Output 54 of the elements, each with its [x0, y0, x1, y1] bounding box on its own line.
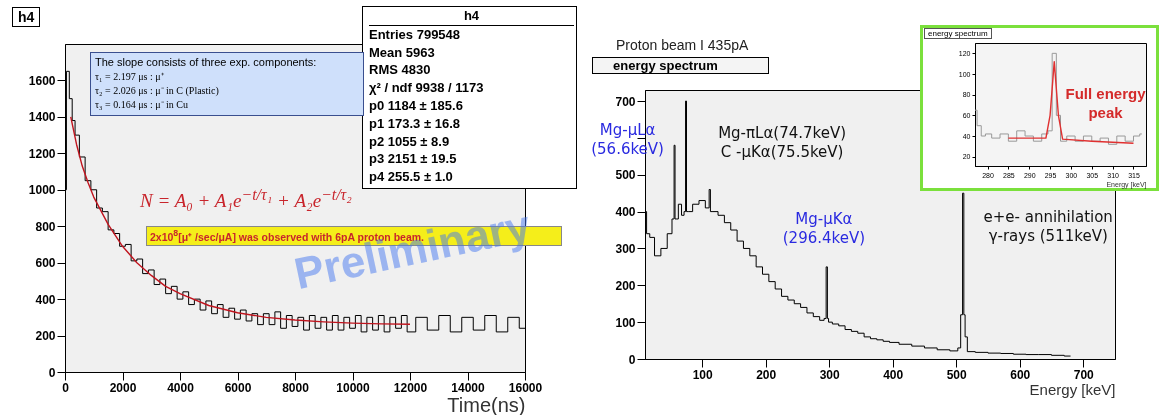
y-tick-label: 0 [628, 352, 636, 367]
annotation: The slope consists of three exp. components: [95, 56, 318, 68]
x-tick-label: 16000 [508, 380, 543, 395]
y-tick-label: 300 [615, 241, 636, 256]
y-tick-label: 400 [615, 205, 636, 220]
y-tick-label: 1000 [28, 183, 56, 198]
annotation: τ₂ = 2.026 μs : μ⁻ in C (Plastic) [95, 84, 220, 98]
annotation: Full energy peak [1064, 84, 1147, 122]
y-tick-label: 100 [615, 315, 636, 330]
annotation: RMS 4830 [369, 61, 432, 80]
annotation: e+e- annihilation γ-rays (511keV) [983, 208, 1113, 246]
x-tick-label: 10000 [336, 380, 371, 395]
y-tick-label: 1200 [28, 146, 56, 161]
x-tick-label: 0 [62, 380, 70, 395]
annotation: p2 1055 ± 8.9 [369, 132, 451, 151]
y-tick-label: 1400 [28, 110, 56, 125]
x-tick-label: 300 [819, 367, 841, 382]
x-tick-label: 8000 [282, 380, 310, 395]
chart-title: energy spectrum [924, 28, 992, 39]
annotation: τ₃ = 0.164 μs : μ⁻ in Cu [95, 98, 189, 112]
x-tick-label: 14000 [451, 380, 486, 395]
y-tick-label: 200 [615, 278, 636, 293]
annotation: p4 255.5 ± 1.0 [369, 168, 454, 186]
annotation: Mg-μKα (296.4keV) [782, 209, 866, 247]
y-tick-label: 400 [35, 292, 56, 307]
y-tick-label: 800 [35, 219, 56, 234]
chart-title: energy spectrum [592, 57, 769, 74]
annotation: N = A₀ + A₁e$^{−t/τ₁}$ + A₂e$^{−t/τ₂}$ [140, 186, 352, 213]
x-tick-label: 4000 [167, 380, 195, 395]
annotation: Mg-πLα(74.7keV) C -μKα(75.5keV) [718, 124, 847, 162]
annotation: χ² / ndf 9938 / 1173 [369, 79, 485, 97]
x-tick-label: 200 [756, 367, 777, 382]
x-axis-title: Time(ns) [447, 393, 526, 415]
x-tick-label: 2000 [109, 380, 137, 395]
x-tick-label: 100 [692, 367, 713, 382]
y-tick-label: 700 [615, 94, 636, 109]
chart-subtitle: Proton beam I 435pA [616, 37, 749, 53]
annotation: p0 1184 ± 185.6 [369, 97, 464, 115]
chart-title: h4 [12, 7, 41, 27]
x-tick-label: 700 [1073, 367, 1095, 382]
annotation: Mean 5963 [369, 43, 436, 62]
text: Entries 799548 [369, 26, 461, 42]
x-tick-label: 400 [883, 367, 904, 382]
annotation: τ₁ = 2.197 μs : μ⁺ [95, 70, 165, 84]
annotation: p3 2151 ± 19.5 [369, 150, 458, 169]
x-tick-label: 12000 [393, 380, 428, 395]
y-tick-label: 600 [35, 256, 56, 271]
x-tick-label: 600 [1010, 367, 1031, 382]
text: h4 [463, 8, 480, 23]
y-tick-label: 200 [35, 329, 56, 344]
annotation: p1 173.3 ± 16.8 [369, 114, 461, 133]
x-tick-label: 6000 [224, 380, 252, 395]
x-axis-title: Energy [keV] [1029, 380, 1116, 398]
y-tick-label: 1600 [28, 73, 56, 88]
